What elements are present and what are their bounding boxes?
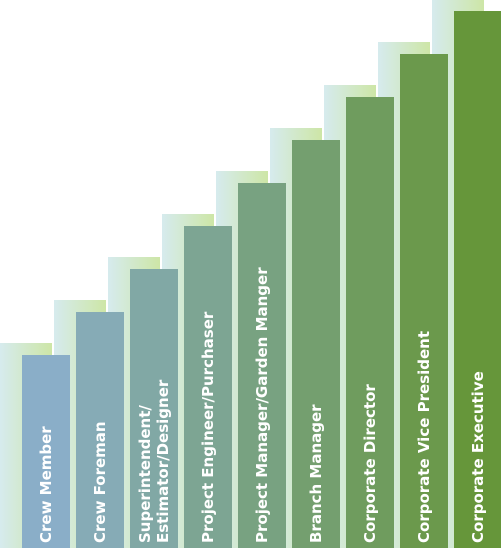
step-bar: [76, 312, 124, 548]
step-label: Corporate Executive: [469, 371, 487, 543]
step-label: Branch Manager: [307, 404, 325, 543]
step-bar: [184, 226, 232, 548]
step: Corporate Executive: [454, 11, 501, 548]
step: Corporate Director: [346, 97, 394, 548]
step-bar: [22, 355, 70, 548]
step-bar: [238, 183, 286, 548]
step-bar: [130, 269, 178, 548]
step: Crew Foreman: [76, 312, 124, 548]
step-label: Corporate Vice President: [415, 331, 433, 543]
step-label: Estimator/Designer: [154, 379, 172, 543]
step-bar: [346, 97, 394, 548]
step-bar: [292, 140, 340, 548]
step-bar: [454, 11, 501, 548]
steps: Crew Member Crew Foreman Superintendent/Es…: [22, 11, 501, 548]
step: Crew Member: [22, 355, 70, 548]
step: Corporate Vice President: [400, 54, 448, 548]
step-label: Crew Member: [37, 426, 55, 543]
step-bar: [400, 54, 448, 548]
step-label: Corporate Director: [361, 384, 379, 543]
step-label: Crew Foreman: [91, 421, 109, 543]
step-label: Project Manager/Garden Manger: [253, 267, 271, 543]
step-label: Project Engineer/Purchaser: [199, 311, 217, 543]
step: Project Engineer/Purchaser: [184, 226, 232, 548]
step: Superintendent/Estimator/Designer: [130, 269, 178, 548]
step: Branch Manager: [292, 140, 340, 548]
step: Project Manager/Garden Manger: [238, 183, 286, 548]
step-label: Superintendent/: [136, 405, 154, 543]
